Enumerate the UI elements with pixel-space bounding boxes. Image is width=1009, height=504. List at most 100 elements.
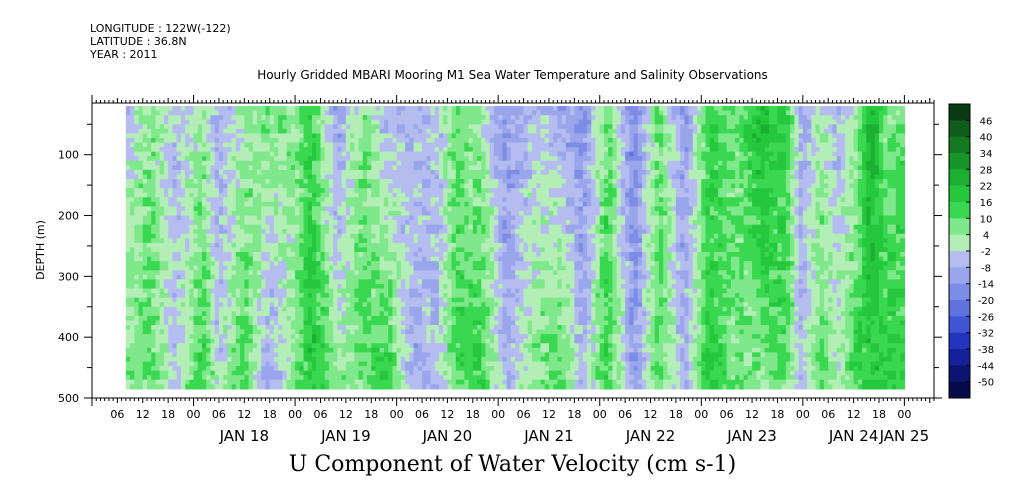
- heatmap-cell: [379, 361, 385, 367]
- heatmap-cell: [413, 169, 419, 176]
- heatmap-cell: [383, 334, 389, 340]
- heatmap-cell: [134, 288, 140, 294]
- heatmap-cell: [185, 220, 190, 226]
- heatmap-cell: [295, 329, 300, 335]
- heatmap-cell: [134, 320, 140, 326]
- heatmap-cell: [383, 233, 389, 239]
- heatmap-cell: [362, 169, 368, 176]
- heatmap-cell: [383, 265, 389, 271]
- heatmap-cell: [151, 151, 157, 157]
- heatmap-cell: [227, 147, 233, 153]
- heatmap-cell: [413, 288, 419, 294]
- heatmap-cell: [202, 215, 207, 221]
- heatmap-cell: [409, 384, 415, 390]
- heatmap-cell: [341, 156, 347, 162]
- heatmap-cell: [328, 124, 334, 130]
- heatmap-cell: [223, 233, 228, 239]
- heatmap-cell: [125, 283, 131, 290]
- heatmap-cell: [375, 256, 381, 262]
- heatmap-cell: [138, 115, 144, 121]
- heatmap-cell: [147, 215, 152, 221]
- heatmap-cell: [396, 311, 402, 317]
- heatmap-cell: [358, 183, 364, 189]
- heatmap-cell: [455, 137, 461, 144]
- heatmap-cell: [341, 261, 347, 267]
- heatmap-cell: [172, 302, 178, 308]
- heatmap-cell: [409, 370, 415, 376]
- heatmap-cell: [214, 329, 220, 335]
- heatmap-cell: [227, 169, 233, 176]
- heatmap-cell: [189, 110, 195, 116]
- heatmap-cell: [147, 274, 152, 280]
- heatmap-cell: [138, 224, 144, 230]
- heatmap-cell: [163, 329, 169, 335]
- heatmap-cell: [409, 356, 415, 363]
- heatmap-cell: [307, 188, 313, 194]
- heatmap-cell: [138, 133, 144, 139]
- heatmap-cell: [396, 133, 402, 139]
- heatmap-cell: [155, 206, 161, 212]
- heatmap-cell: [358, 201, 364, 207]
- heatmap-cell: [163, 210, 169, 217]
- heatmap-cell: [455, 334, 461, 340]
- heatmap-cell: [337, 183, 343, 189]
- heatmap-cell: [417, 147, 423, 153]
- heatmap-cell: [354, 229, 360, 235]
- heatmap-cell: [265, 206, 271, 212]
- heatmap-cell: [265, 142, 271, 148]
- heatmap-cell: [345, 110, 351, 116]
- heatmap-cell: [134, 215, 140, 221]
- heatmap-cell: [159, 215, 165, 221]
- heatmap-cell: [426, 201, 432, 207]
- heatmap-cell: [257, 210, 262, 217]
- heatmap-cell: [286, 375, 292, 381]
- heatmap-cell: [269, 288, 275, 294]
- heatmap-cell: [295, 229, 300, 235]
- heatmap-cell: [231, 183, 237, 189]
- heatmap-cell: [248, 229, 254, 235]
- heatmap-cell: [172, 375, 178, 381]
- heatmap-cell: [362, 361, 368, 367]
- heatmap-cell: [303, 233, 309, 239]
- heatmap-cell: [379, 201, 385, 207]
- heatmap-cell: [273, 165, 279, 171]
- heatmap-cell: [307, 210, 313, 217]
- heatmap-cell: [189, 356, 195, 363]
- heatmap-cell: [354, 238, 360, 244]
- heatmap-cell: [396, 252, 402, 258]
- heatmap-cell: [189, 142, 195, 148]
- heatmap-cell: [451, 334, 457, 340]
- heatmap-cell: [328, 288, 334, 294]
- heatmap-cell: [231, 329, 237, 335]
- heatmap-cell: [244, 297, 250, 303]
- heatmap-cell: [299, 366, 305, 372]
- heatmap-cell: [426, 297, 432, 303]
- heatmap-cell: [223, 283, 228, 290]
- heatmap-cell: [405, 201, 410, 207]
- heatmap-cell: [218, 160, 224, 166]
- heatmap-cell: [312, 142, 317, 148]
- heatmap-cell: [202, 151, 207, 157]
- heatmap-cell: [417, 119, 423, 125]
- heatmap-cell: [185, 192, 190, 198]
- heatmap-cell: [269, 293, 275, 299]
- heatmap-cell: [180, 347, 186, 353]
- heatmap-cell: [316, 379, 322, 385]
- heatmap-cell: [409, 325, 415, 331]
- heatmap-cell: [371, 329, 377, 335]
- heatmap-cell: [193, 242, 199, 249]
- heatmap-cell: [147, 160, 152, 166]
- heatmap-cell: [155, 115, 161, 121]
- heatmap-cell: [180, 329, 186, 335]
- heatmap-cell: [176, 215, 182, 221]
- heatmap-cell: [358, 192, 364, 198]
- heatmap-cell: [320, 256, 326, 262]
- heatmap-cell: [168, 192, 173, 198]
- heatmap-cell: [147, 329, 152, 335]
- heatmap-cell: [422, 274, 427, 280]
- heatmap-cell: [328, 133, 334, 139]
- heatmap-cell: [244, 124, 250, 130]
- heatmap-cell: [367, 279, 372, 285]
- heatmap-cell: [303, 325, 309, 331]
- heatmap-cell: [189, 124, 195, 130]
